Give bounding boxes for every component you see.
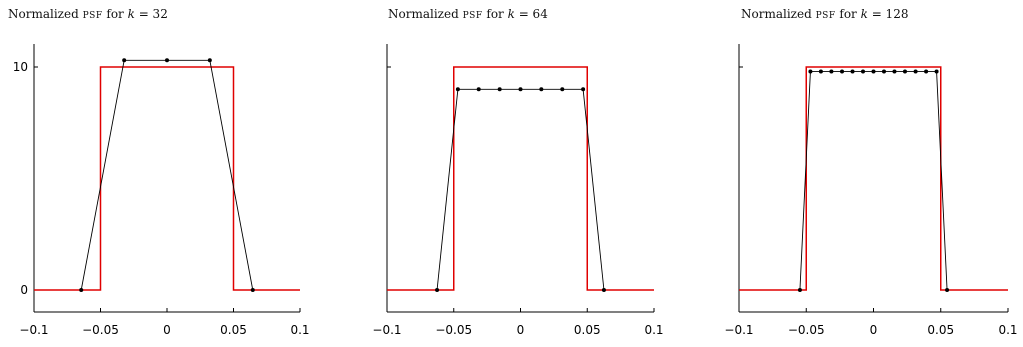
sample-point (945, 288, 950, 292)
sample-point (808, 69, 813, 74)
sample-point (601, 288, 606, 292)
chart-panel-3: Normalized PSF for k = 128 −0.1 −0.05 0 0.05… (724, 7, 1017, 337)
chart-title-psf: PSF (816, 11, 836, 21)
x-tick-label: 0 (163, 323, 171, 337)
x-tick-label: 0.05 (574, 323, 601, 337)
sample-point (797, 288, 802, 292)
x-tick-label: −0.1 (19, 323, 48, 337)
x-tick-label: 0 (517, 323, 525, 337)
chart-panel-1: Normalized PSF for k = 32 −0.1 −0.05 0 0.05 0… (8, 7, 310, 337)
sample-point (581, 87, 586, 92)
sample-point (913, 69, 918, 74)
sample-point (122, 58, 127, 63)
sample-point (902, 69, 907, 74)
chart-panel-2: Normalized PSF for k = 64 −0.1 −0.05 0 0.05 0… (372, 7, 663, 337)
chart-title-prefix: Normalized (8, 7, 83, 21)
sample-point (539, 87, 544, 92)
x-tick-label: 0.05 (220, 323, 247, 337)
sampled-psf-line (80, 59, 254, 291)
chart-title-prefix: Normalized (741, 7, 816, 21)
ideal-psf-line (739, 66, 1008, 291)
x-tick-label: 0 (870, 323, 878, 337)
sample-point (79, 288, 84, 292)
sample-point (871, 69, 876, 74)
sample-point (497, 87, 502, 92)
x-tick-label: −0.1 (372, 323, 401, 337)
x-tick-label: −0.05 (788, 323, 825, 337)
sample-point (250, 288, 255, 292)
chart-title-k: k (128, 7, 135, 21)
sample-point (818, 69, 823, 74)
sample-point (560, 87, 565, 92)
sample-point (924, 69, 929, 74)
chart-title: Normalized PSF for k = 64 (388, 7, 548, 21)
x-tick-label: −0.1 (724, 323, 753, 337)
sample-point (892, 69, 897, 74)
sample-point (850, 69, 855, 74)
ideal-psf-line (387, 66, 654, 291)
ideal-psf-line (34, 66, 300, 291)
sample-point (476, 87, 481, 92)
sample-point (829, 69, 834, 74)
sample-point (207, 58, 212, 63)
sample-point (518, 87, 523, 92)
sampled-psf-line (799, 71, 948, 291)
sampled-psf-line (436, 88, 605, 291)
chart-title-k: k (508, 7, 515, 21)
sample-point (840, 69, 845, 74)
x-tick-label: −0.05 (435, 323, 472, 337)
sample-point (934, 69, 939, 74)
x-tick-label: 0.05 (927, 323, 954, 337)
x-tick-label: 0.1 (998, 323, 1017, 337)
sample-point (861, 69, 866, 74)
sample-point (165, 58, 169, 63)
sample-point (435, 288, 440, 292)
x-tick-label: −0.05 (82, 323, 119, 337)
y-tick-label: 0 (20, 283, 28, 297)
chart-title-k: k (861, 7, 868, 21)
x-tick-label: 0.1 (644, 323, 663, 337)
chart-title-for: for (836, 7, 861, 21)
chart-title-eq: = 64 (515, 7, 548, 21)
y-tick-label: 10 (13, 60, 28, 74)
chart-title-for: for (103, 7, 128, 21)
chart-title-eq: = 128 (868, 7, 909, 21)
chart-title-eq: = 32 (135, 7, 168, 21)
chart-title-psf: PSF (83, 11, 103, 21)
chart-title-for: for (483, 7, 508, 21)
x-tick-label: 0.1 (290, 323, 309, 337)
chart-title-prefix: Normalized (388, 7, 463, 21)
sample-point (455, 87, 460, 92)
sample-point (881, 69, 886, 74)
chart-title: Normalized PSF for k = 128 (741, 7, 908, 21)
chart-title: Normalized PSF for k = 32 (8, 7, 168, 21)
chart-title-psf: PSF (463, 11, 483, 21)
